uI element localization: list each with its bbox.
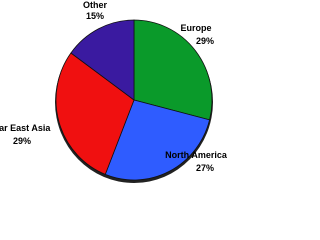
- pie-slice: [55, 52, 135, 175]
- pie-slice: [70, 19, 135, 101]
- slice-label: Far East Asia: [0, 123, 51, 133]
- slice-label: Other: [83, 0, 108, 10]
- slice-value-label: 15%: [86, 11, 104, 21]
- slice-value-label: 27%: [196, 163, 214, 173]
- slice-value-label: 29%: [13, 136, 31, 146]
- slice-label: North America: [165, 150, 228, 160]
- pie-slice: [133, 19, 213, 121]
- pie-slice: [104, 99, 211, 181]
- chart: Europe 29% North America 27% Far East Asia 29…: [0, 0, 228, 183]
- slice-label: Europe: [180, 23, 211, 33]
- slice-value-label: 29%: [196, 36, 214, 46]
